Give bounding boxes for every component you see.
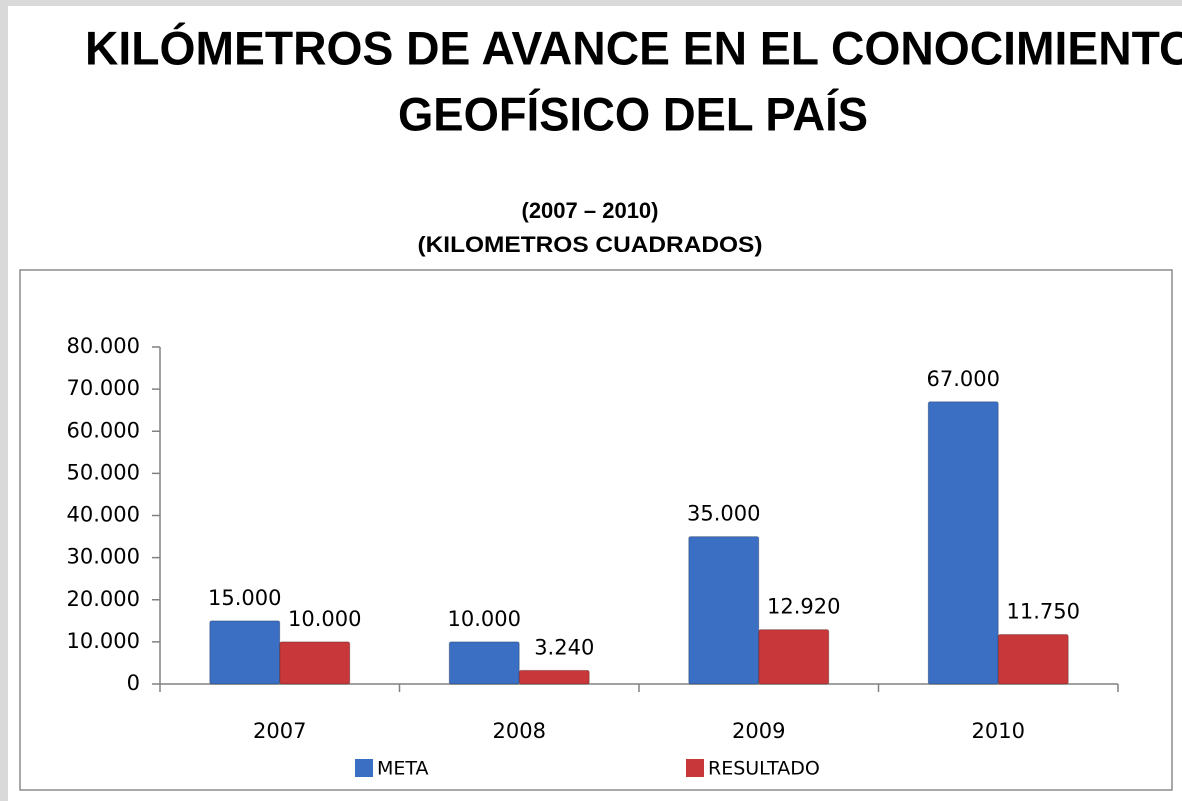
plot: 0 10.000 20.000 30.000 40.000 50.000 60.000 70.… bbox=[67, 334, 1119, 780]
bar bbox=[758, 629, 830, 685]
value-label: 3.240 bbox=[534, 635, 594, 659]
y-tick-label: 20.000 bbox=[67, 587, 140, 611]
y-tick-label: 30.000 bbox=[67, 545, 140, 569]
bar bbox=[448, 641, 520, 685]
y-tick-label: 50.000 bbox=[67, 460, 140, 484]
legend-swatch bbox=[686, 759, 704, 777]
title-line: KILÓMETROS DE AVANCE EN EL CONOCIMIENTO bbox=[85, 21, 1182, 74]
value-label: 11.750 bbox=[1007, 600, 1080, 624]
value-label: 15.000 bbox=[208, 586, 281, 610]
value-label: 12.920 bbox=[767, 595, 840, 619]
value-label: 10.000 bbox=[448, 607, 521, 631]
value-label: 35.000 bbox=[687, 502, 760, 526]
value-label: 67.000 bbox=[927, 367, 1000, 391]
bar bbox=[518, 669, 590, 685]
y-tick-label: 60.000 bbox=[67, 418, 140, 442]
x-tick-label: 2009 bbox=[732, 719, 785, 743]
x-tick-label: 2010 bbox=[972, 719, 1025, 743]
bar bbox=[997, 634, 1069, 685]
bar bbox=[279, 641, 351, 685]
value-label: 10.000 bbox=[288, 607, 361, 631]
legend-label: META bbox=[377, 758, 429, 780]
y-tick-label: 70.000 bbox=[67, 376, 140, 400]
y-tick-label: 80.000 bbox=[67, 334, 140, 358]
y-tick-label: 10.000 bbox=[67, 629, 140, 653]
bar bbox=[927, 401, 999, 685]
x-tick-label: 2007 bbox=[253, 719, 306, 743]
subtitle-line: (2007 – 2010) bbox=[522, 198, 659, 223]
title-line: GEOFÍSICO DEL PAÍS bbox=[398, 87, 868, 140]
chart-frame bbox=[19, 269, 1173, 791]
bar bbox=[688, 536, 760, 685]
subtitle-line: (KILOMETROS CUADRADOS) bbox=[418, 232, 763, 257]
y-tick-label: 0 bbox=[127, 671, 140, 695]
legend-swatch bbox=[355, 759, 373, 777]
x-tick-label: 2008 bbox=[493, 719, 546, 743]
legend-label: RESULTADO bbox=[708, 758, 820, 780]
bar bbox=[209, 620, 281, 685]
y-tick-label: 40.000 bbox=[67, 503, 140, 527]
